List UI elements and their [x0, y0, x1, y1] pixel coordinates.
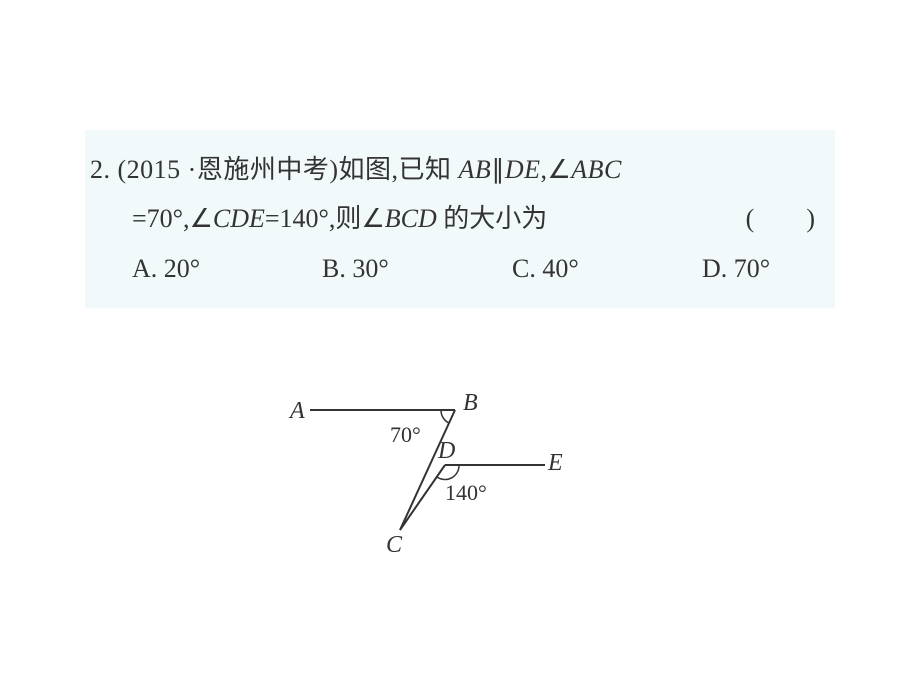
seg-de: DE	[505, 155, 541, 184]
option-d-label: D.	[702, 254, 734, 283]
question-line-1: 2. (2015 ·恩施州中考)如图,已知 AB∥DE,∠ABC	[90, 145, 825, 194]
eq-1: =70°,	[132, 204, 190, 233]
label-a: A	[288, 398, 305, 424]
eq-2: =140°,则	[265, 204, 362, 233]
angle-1: ∠	[547, 155, 571, 184]
option-a-label: A.	[132, 254, 164, 283]
angle-b-label: 70°	[390, 422, 421, 447]
paren-space	[754, 204, 806, 233]
question-number: 2.	[90, 155, 111, 184]
source-dot: ·	[188, 155, 197, 184]
source-prefix: (2015	[118, 155, 181, 184]
line-cd	[400, 465, 445, 530]
source-name: 恩施州中考	[197, 155, 330, 184]
option-d-value: 70°	[734, 254, 770, 283]
paren-open: (	[746, 204, 755, 233]
answer-paren: ( )	[746, 194, 825, 243]
seg-bcd: BCD	[385, 204, 437, 233]
question-block: 2. (2015 ·恩施州中考)如图,已知 AB∥DE,∠ABC =70°,∠C…	[85, 130, 835, 308]
tail-text: 的大小为	[437, 204, 548, 233]
question-line-2: =70°,∠CDE=140°,则∠BCD 的大小为 ( )	[90, 194, 825, 243]
label-b: B	[463, 390, 478, 416]
label-e: E	[547, 450, 563, 476]
parallel-symbol: ∥	[491, 155, 505, 184]
seg-cde: CDE	[213, 204, 265, 233]
seg-abc: ABC	[571, 155, 622, 184]
label-d: D	[437, 438, 455, 464]
option-d: D. 70°	[702, 244, 770, 293]
option-c-label: C.	[512, 254, 542, 283]
diagram-svg: A B D E C 70° 140°	[260, 370, 570, 570]
option-b-value: 30°	[352, 254, 388, 283]
option-c: C. 40°	[512, 244, 702, 293]
option-c-value: 40°	[542, 254, 578, 283]
option-b-label: B.	[322, 254, 352, 283]
source-suffix: )	[329, 155, 338, 184]
options-row: A. 20° B. 30° C. 40° D. 70°	[90, 244, 825, 293]
seg-ab: AB	[459, 155, 492, 184]
option-a: A. 20°	[132, 244, 322, 293]
option-b: B. 30°	[322, 244, 512, 293]
angle-d-label: 140°	[445, 480, 487, 505]
label-c: C	[386, 532, 403, 558]
geometry-diagram: A B D E C 70° 140°	[260, 370, 570, 570]
arc-b	[441, 410, 449, 423]
option-a-value: 20°	[164, 254, 200, 283]
paren-close: )	[806, 204, 815, 233]
angle-3: ∠	[361, 204, 384, 233]
text-1a: 如图,已知	[339, 155, 459, 184]
angle-2: ∠	[190, 204, 213, 233]
